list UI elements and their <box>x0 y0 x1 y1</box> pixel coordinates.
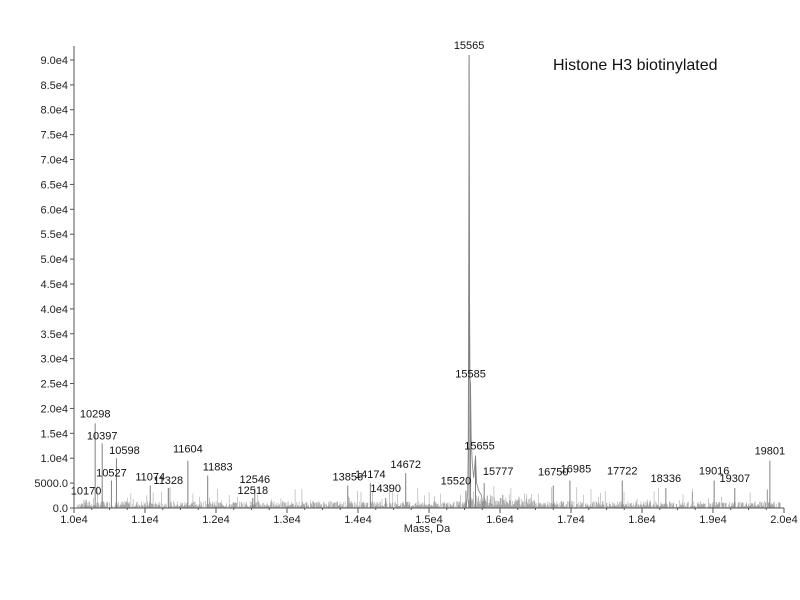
peak-label: 16985 <box>561 464 592 476</box>
peak-label: 19801 <box>755 446 786 458</box>
x-axis-title: Mass, Da <box>404 523 451 535</box>
x-tick-label: 2.0e4 <box>770 514 798 526</box>
y-tick-label: 4.0e4 <box>40 304 68 316</box>
peak-label: 10598 <box>109 445 140 457</box>
peak-label: 14390 <box>370 483 401 495</box>
x-tick-label: 1.7e4 <box>557 514 585 526</box>
peak-label: 19016 <box>699 466 730 478</box>
peak-label: 19307 <box>720 473 751 485</box>
peak-label: 14672 <box>390 459 421 471</box>
y-tick-label: 4.5e4 <box>40 279 68 291</box>
peak-label: 12518 <box>237 485 268 497</box>
peak-label: 15585 <box>455 369 486 381</box>
peak-label: 10298 <box>80 408 111 420</box>
y-tick-label: 2.0e4 <box>40 403 68 415</box>
peak-label: 11074 <box>135 472 165 484</box>
peak-label: 15520 <box>441 476 472 488</box>
y-tick-label: 3.5e4 <box>40 329 68 341</box>
x-tick-label: 1.1e4 <box>131 514 159 526</box>
y-tick-label: 9.0e4 <box>40 55 68 67</box>
y-tick-label: 7.0e4 <box>40 155 68 167</box>
y-tick-label: 1.5e4 <box>40 428 68 440</box>
peak-label: 18336 <box>651 473 682 485</box>
y-tick-label: 8.5e4 <box>40 80 68 92</box>
peak-label: 11883 <box>203 462 233 474</box>
y-tick-label: 6.5e4 <box>40 179 68 191</box>
y-tick-label: 3.0e4 <box>40 354 68 366</box>
chart-title: Histone H3 biotinylated <box>553 57 718 74</box>
x-tick-label: 1.0e4 <box>60 514 88 526</box>
y-tick-label: 8.0e4 <box>40 105 68 117</box>
peak-label: 10170 <box>71 486 102 498</box>
x-tick-label: 1.5e4 <box>415 514 443 526</box>
noise-trace <box>77 484 781 508</box>
peak-label: 10527 <box>96 468 127 480</box>
peak-label: 15565 <box>454 40 485 52</box>
peak-label: 15655 <box>464 441 495 453</box>
x-tick-label: 1.3e4 <box>273 514 301 526</box>
peak-label: 11328 <box>153 475 183 487</box>
peak-label: 13856 <box>332 472 363 484</box>
x-tick-label: 1.6e4 <box>486 514 514 526</box>
y-tick-label: 1.0e4 <box>40 453 68 465</box>
y-tick-label: 7.5e4 <box>40 130 68 142</box>
peak-label: 10397 <box>87 430 118 442</box>
peak-label: 15777 <box>483 466 514 478</box>
peak-label: 14174 <box>355 469 386 481</box>
y-tick-label: 5.0e4 <box>40 254 68 266</box>
x-tick-label: 1.2e4 <box>202 514 230 526</box>
peak-label: 11604 <box>173 444 203 456</box>
x-tick-label: 1.8e4 <box>628 514 656 526</box>
peak-label: 17722 <box>607 466 638 478</box>
y-tick-label: 2.5e4 <box>40 379 68 391</box>
x-tick-label: 1.9e4 <box>699 514 727 526</box>
peak-marks <box>85 54 771 509</box>
peak-label: 12546 <box>239 474 270 486</box>
peak-label: 16750 <box>538 467 569 479</box>
axes: 0.0 5000.0 1.0e4 1.5e4 2.0e4 2.5e4 3.0e4 3.5e4 4… <box>34 46 798 526</box>
y-tick-label: 5.5e4 <box>40 229 68 241</box>
baseline-noise <box>77 484 781 508</box>
y-tick-label: 0.0 <box>53 503 68 515</box>
y-tick-label: 5000.0 <box>34 478 68 490</box>
x-tick-label: 1.4e4 <box>344 514 372 526</box>
main-peak-envelope <box>465 54 484 509</box>
y-tick-label: 6.0e4 <box>40 204 68 216</box>
